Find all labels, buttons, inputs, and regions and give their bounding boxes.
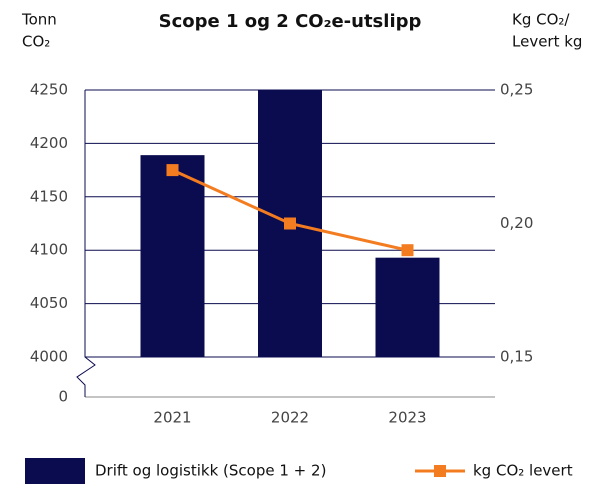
- line-marker: [166, 164, 179, 177]
- x-tick-label: 2022: [271, 409, 309, 427]
- y2-tick-label: 0,15: [500, 348, 533, 366]
- y2-axis-label: Levert kg: [512, 33, 582, 51]
- y-tick-label: 0: [58, 388, 68, 406]
- y-axis-label: Tonn: [21, 11, 57, 29]
- y-tick-label: 4200: [30, 134, 68, 152]
- x-tick-label: 2023: [388, 409, 426, 427]
- y-tick-label: 4100: [30, 241, 68, 259]
- y2-axis-label: Kg CO₂/: [512, 11, 570, 29]
- bar: [375, 257, 440, 357]
- y-axis-label: CO₂: [22, 33, 50, 51]
- legend-label: kg CO₂ levert: [473, 462, 573, 480]
- y2-tick-label: 0,20: [500, 214, 533, 232]
- chart-title: Scope 1 og 2 CO₂e-utslipp: [159, 11, 422, 32]
- y-tick-label: 4050: [30, 294, 68, 312]
- legend-swatch: [434, 465, 446, 477]
- legend-label: Drift og logistikk (Scope 1 + 2): [95, 462, 326, 480]
- y-axis-line: [76, 90, 96, 397]
- y2-tick-label: 0,25: [500, 81, 533, 99]
- y-tick-label: 4150: [30, 187, 68, 205]
- legend-swatch: [25, 458, 85, 484]
- bar: [140, 155, 205, 357]
- line-marker: [401, 244, 414, 257]
- x-tick-label: 2021: [153, 409, 191, 427]
- line-marker: [284, 217, 296, 230]
- y-tick-label: 4000: [30, 348, 68, 366]
- y-tick-label: 4250: [30, 81, 68, 99]
